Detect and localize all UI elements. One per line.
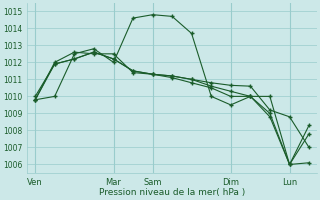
X-axis label: Pression niveau de la mer( hPa ): Pression niveau de la mer( hPa ) bbox=[99, 188, 245, 197]
